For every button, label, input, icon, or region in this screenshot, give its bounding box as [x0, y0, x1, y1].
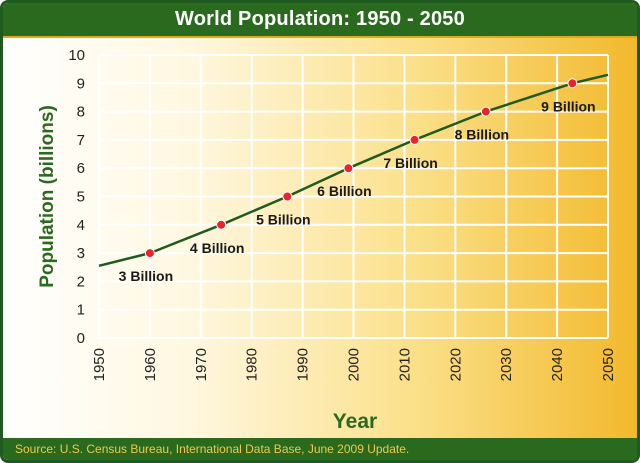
milestone-marker [567, 78, 578, 89]
x-tick-label: 1960 [142, 348, 159, 381]
milestone-marker [343, 163, 354, 174]
y-axis-title: Population (billions) [37, 105, 58, 288]
milestone-label: 9 Billion [541, 98, 595, 114]
milestone-label: 3 Billion [119, 268, 173, 284]
y-tick-label: 9 [77, 75, 85, 92]
y-tick-label: 7 [77, 132, 85, 149]
milestone-marker [480, 106, 491, 117]
milestone-label: 5 Billion [256, 212, 310, 228]
x-tick-label: 2040 [549, 348, 566, 381]
chart-title: World Population: 1950 - 2050 [175, 8, 465, 30]
milestone-marker [282, 191, 293, 202]
milestone-label: 7 Billion [383, 155, 437, 171]
x-tick-label: 1970 [193, 348, 210, 381]
y-tick-label: 8 [77, 104, 85, 121]
source-bar: Source: U.S. Census Bureau, Internationa… [3, 438, 637, 460]
x-tick-label: 1950 [91, 348, 108, 381]
x-tick-label: 1980 [244, 348, 261, 381]
source-note: Source: U.S. Census Bureau, Internationa… [15, 442, 410, 456]
x-tick-label: 2020 [447, 348, 464, 381]
x-axis-title: Year [333, 410, 377, 433]
y-tick-label: 0 [77, 330, 85, 347]
x-tick-label: 2010 [396, 348, 413, 381]
x-tick-label: 2000 [346, 348, 363, 381]
population-chart: 0 1 2 3 4 5 6 7 8 9 10 1950 1960 1970 1980 1990 2000 2010… [37, 47, 617, 433]
milestone-marker [216, 219, 227, 230]
milestone-marker [409, 134, 420, 145]
y-tick-label: 1 [77, 302, 85, 319]
y-tick-label: 3 [77, 245, 85, 262]
milestone-label: 4 Billion [190, 240, 244, 256]
milestone-marker [144, 248, 155, 259]
y-tick-label: 4 [77, 217, 85, 234]
y-tick-label: 10 [68, 47, 85, 64]
milestone-label: 6 Billion [317, 183, 371, 199]
title-bar: World Population: 1950 - 2050 [3, 3, 637, 38]
milestone-label: 8 Billion [455, 127, 509, 143]
x-tick-label: 2030 [498, 348, 515, 381]
y-tick-label: 6 [77, 160, 85, 177]
x-tick-label: 1990 [295, 348, 312, 381]
x-tick-label: 2050 [600, 348, 617, 381]
y-tick-label: 2 [77, 273, 85, 290]
y-tick-label: 5 [77, 189, 85, 206]
